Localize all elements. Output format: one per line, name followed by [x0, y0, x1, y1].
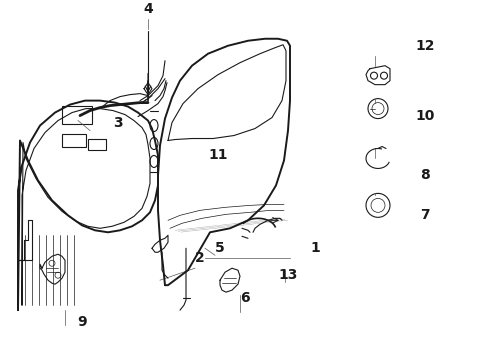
Text: 7: 7 [420, 208, 430, 222]
Bar [62, 105, 92, 123]
Text: 11: 11 [208, 148, 228, 162]
Text: 13: 13 [278, 268, 298, 282]
Text: 6: 6 [240, 291, 250, 305]
Text: 2: 2 [195, 251, 205, 265]
Text: 5: 5 [215, 241, 225, 255]
Text: 3: 3 [113, 116, 123, 130]
Bar [62, 134, 86, 148]
Text: 4: 4 [143, 2, 153, 16]
Text: 9: 9 [77, 315, 87, 329]
Text: 10: 10 [416, 109, 435, 122]
Bar [88, 139, 106, 150]
Text: 1: 1 [310, 241, 320, 255]
Text: 8: 8 [420, 168, 430, 183]
Text: 12: 12 [415, 39, 435, 53]
